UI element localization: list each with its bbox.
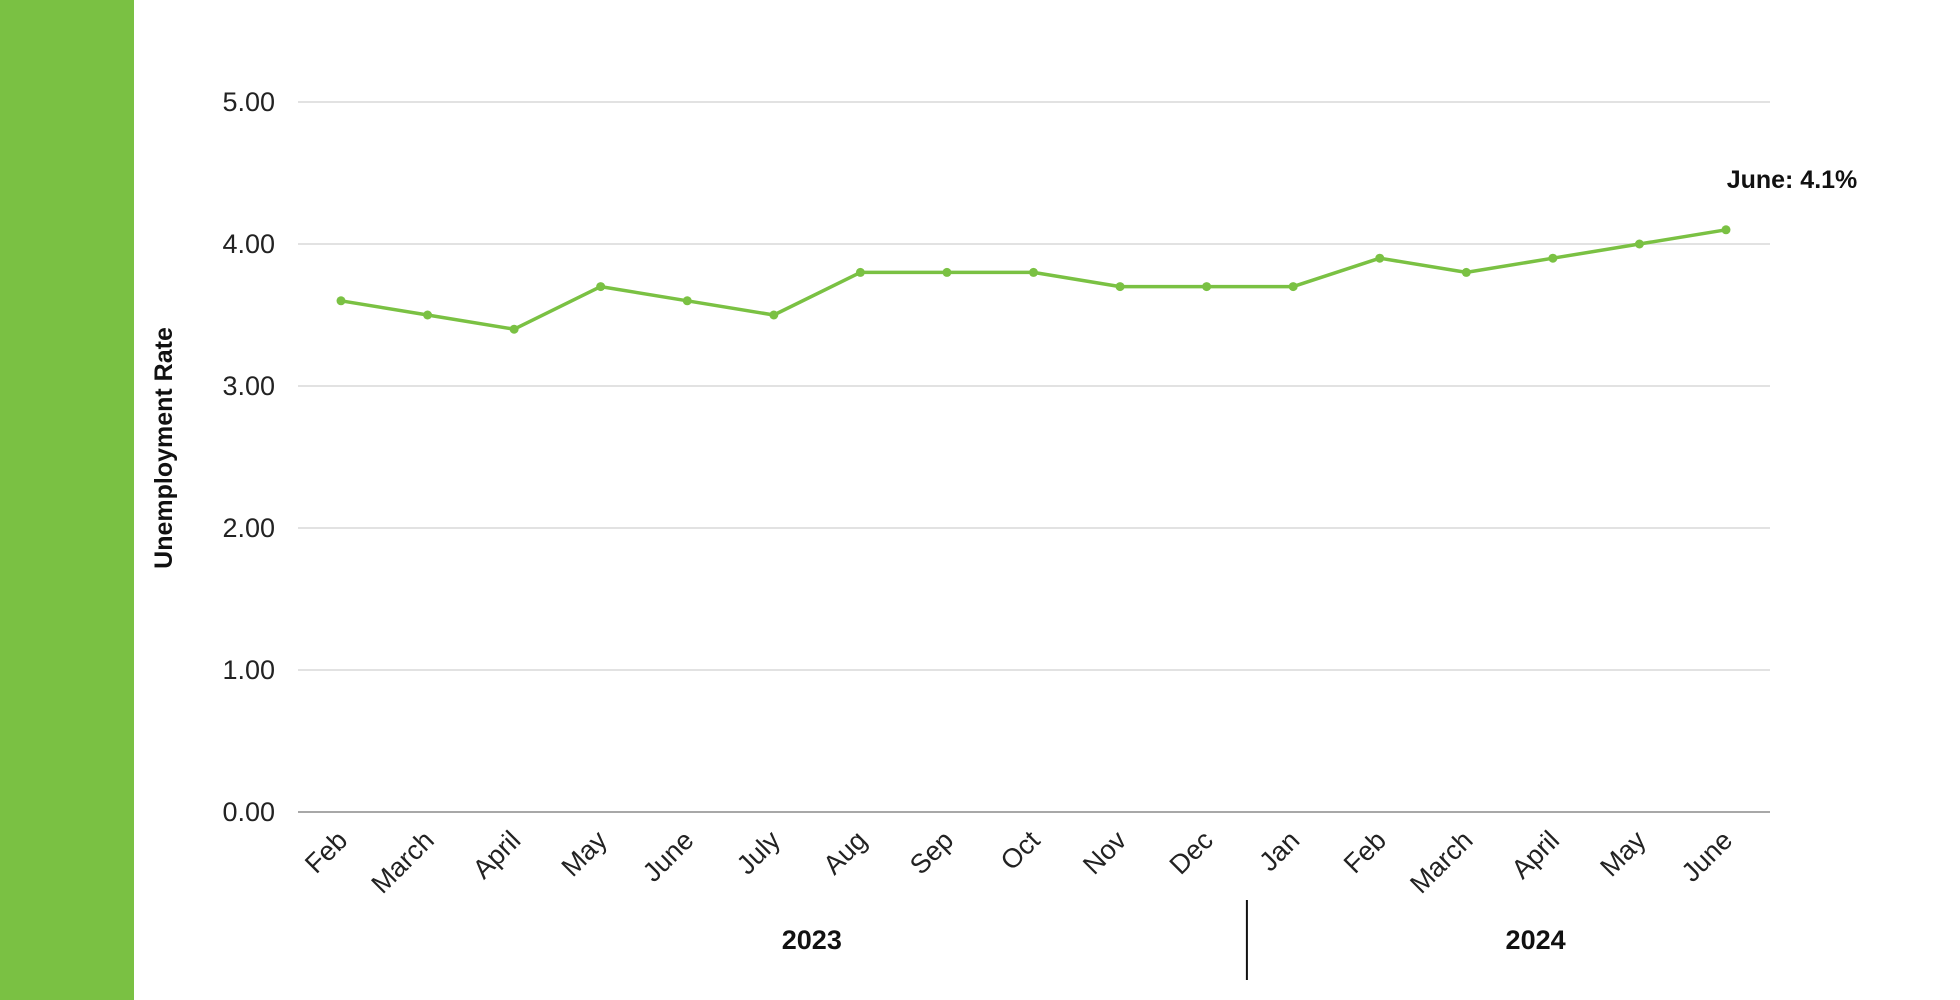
data-point [1029, 267, 1038, 277]
y-tick-label: 3.00 [222, 371, 275, 401]
data-point [423, 310, 433, 320]
data-point [1634, 239, 1644, 249]
data-point [1721, 225, 1731, 235]
x-tick-label: May [1594, 825, 1652, 883]
data-point [855, 267, 865, 277]
x-tick-label: March [1404, 825, 1478, 899]
y-tick-label: 4.00 [222, 229, 275, 259]
y-tick-label: 1.00 [222, 655, 275, 685]
data-point [509, 324, 519, 334]
data-point [1461, 267, 1471, 277]
x-tick-label: Oct [995, 825, 1046, 876]
year-group-label: 2024 [1506, 925, 1566, 955]
data-point [1375, 253, 1385, 263]
x-tick-label: Nov [1077, 825, 1133, 881]
series [336, 225, 1731, 334]
x-tick-label: Feb [299, 825, 353, 879]
x-tick-label: Feb [1338, 825, 1392, 879]
x-tick-label: May [556, 825, 614, 883]
x-tick-label: Aug [817, 825, 872, 880]
x-tick-label: March [366, 825, 440, 899]
x-tick-label: April [1506, 825, 1565, 884]
x-tick-label: June [1676, 825, 1739, 888]
y-axis-ticks: 0.00 1.00 2.00 3.00 4.00 5.00 [222, 87, 275, 827]
data-point [596, 282, 606, 292]
year-groups: 2023 2024 [782, 900, 1566, 980]
data-point [1115, 282, 1125, 292]
data-point [769, 310, 779, 320]
x-axis-ticks: Feb March April May June July Aug Sep Oct Nov Dec J… [299, 825, 1738, 900]
grid-lines [298, 101, 1770, 671]
data-point [682, 296, 692, 306]
y-axis-label: Unemployment Rate [150, 327, 178, 569]
y-tick-label: 0.00 [222, 797, 275, 827]
x-tick-label: Dec [1164, 825, 1219, 880]
x-tick-label: July [731, 825, 787, 881]
accent-side-bar [0, 0, 134, 1000]
x-tick-label: June [637, 825, 700, 888]
data-point [1288, 282, 1298, 292]
x-tick-label: April [467, 825, 526, 884]
x-tick-label: Sep [904, 825, 959, 880]
year-group-label: 2023 [782, 925, 842, 955]
data-point [942, 267, 952, 277]
y-tick-label: 5.00 [222, 87, 275, 117]
data-point [1202, 282, 1212, 292]
data-point [336, 296, 346, 306]
x-tick-label: Jan [1253, 825, 1305, 877]
last-point-annotation: June: 4.1% [1727, 166, 1858, 194]
y-tick-label: 2.00 [222, 513, 275, 543]
data-point [1548, 253, 1558, 263]
